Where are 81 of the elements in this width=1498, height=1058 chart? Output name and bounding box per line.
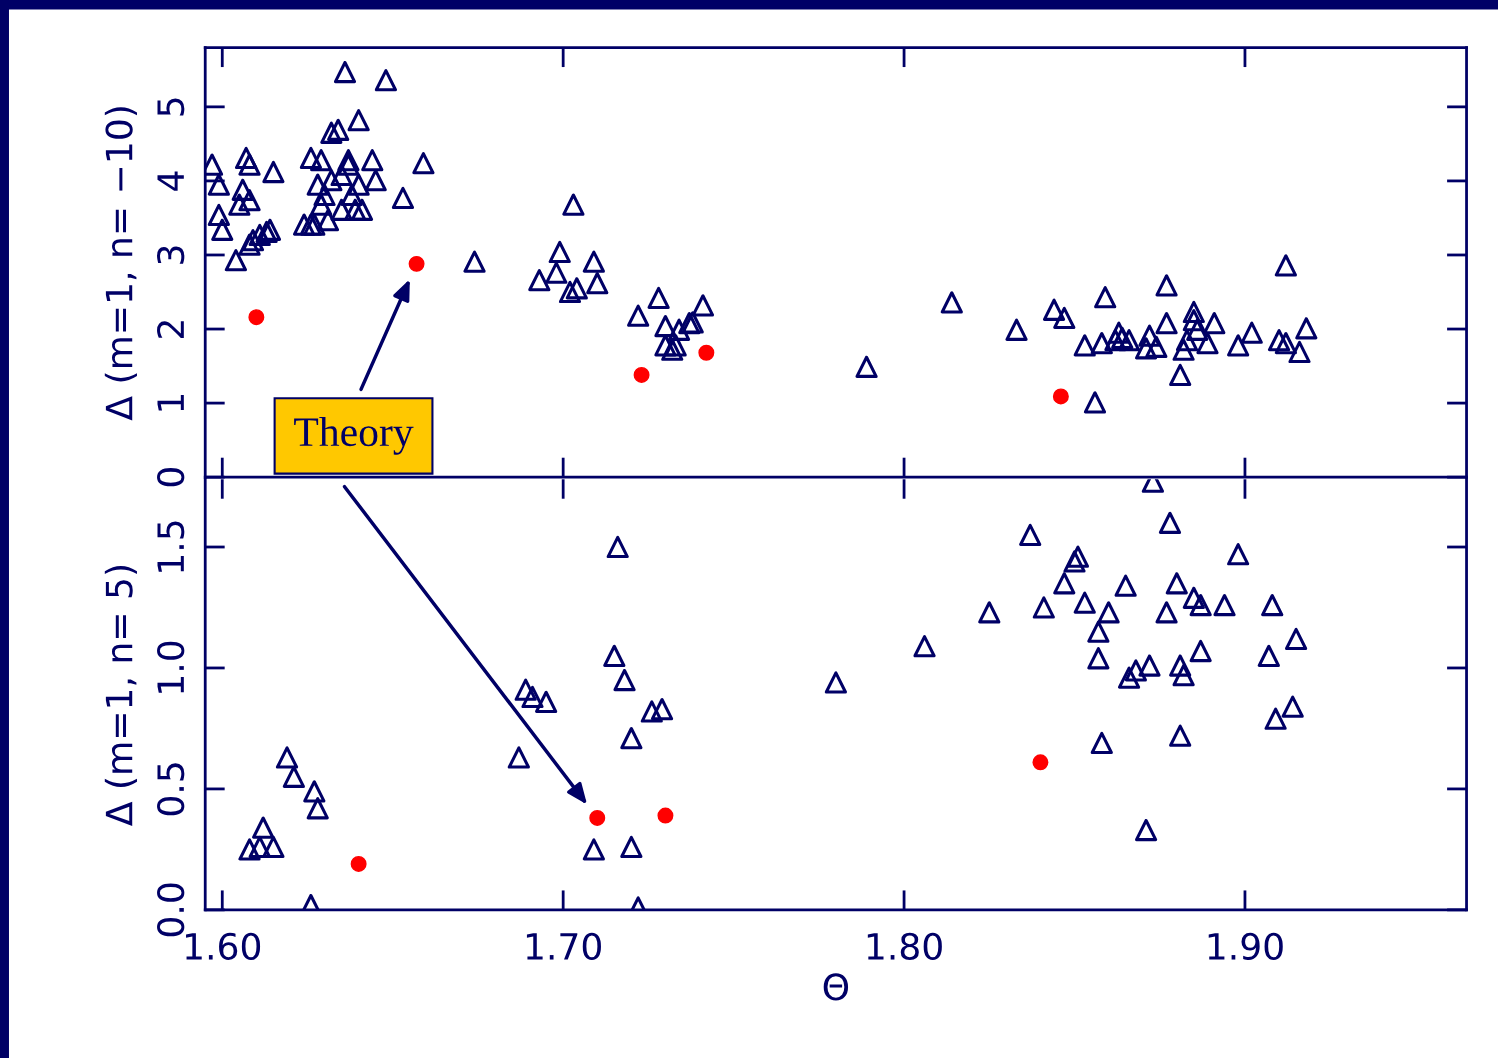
point (613, 668, 636, 692)
y-tick-label: 3 (157, 246, 185, 264)
point (633, 366, 650, 383)
y-axis-title: Δ (m=1, n= −10) (104, 107, 137, 421)
point (978, 601, 1001, 624)
point (248, 309, 265, 326)
point (824, 671, 847, 694)
x-tick-label: 1.90 (1208, 932, 1283, 961)
point (603, 644, 626, 667)
point (1261, 593, 1284, 617)
point (1189, 639, 1212, 663)
y-tick-label: 0.5 (157, 763, 185, 816)
point (1063, 550, 1086, 573)
point (582, 838, 605, 861)
x-axis-title: Θ (823, 973, 849, 1001)
point (1189, 593, 1212, 617)
point (698, 344, 715, 361)
point (657, 807, 674, 824)
point (282, 765, 305, 788)
point (913, 635, 936, 658)
point (1158, 511, 1182, 534)
point (252, 816, 275, 839)
point (1019, 523, 1042, 547)
point (1169, 654, 1192, 677)
point (1169, 724, 1192, 747)
point (262, 835, 285, 859)
point (620, 835, 643, 859)
point (1138, 654, 1161, 677)
point (589, 809, 606, 826)
point (1227, 543, 1250, 566)
point (1087, 647, 1110, 670)
point (1114, 574, 1137, 597)
point (1172, 664, 1195, 687)
y-tick-label: 1.0 (157, 641, 185, 693)
y-axis-title: Δ (m=1, n= 5) (104, 566, 137, 826)
point (408, 255, 425, 272)
point (350, 855, 367, 872)
point (521, 685, 544, 709)
point (1052, 388, 1069, 405)
point (303, 780, 326, 803)
point (1073, 591, 1096, 614)
y-tick-label: 5 (157, 98, 185, 116)
point (1032, 754, 1049, 771)
point (1066, 545, 1090, 568)
y-tick-label: 2 (157, 321, 184, 338)
x-tick-label: 1.70 (526, 932, 601, 961)
point (640, 700, 663, 723)
point (238, 838, 261, 861)
point (1053, 572, 1076, 595)
point (1264, 707, 1287, 730)
point (1117, 666, 1141, 689)
point (620, 727, 643, 750)
point (606, 535, 629, 559)
point (507, 746, 530, 769)
x-tick-label: 1.60 (186, 932, 261, 961)
y-tick-label: 0.0 (157, 883, 185, 937)
point (1097, 601, 1120, 624)
point (1182, 586, 1205, 609)
point (1281, 695, 1304, 718)
point (535, 690, 558, 713)
point (1032, 596, 1055, 619)
point (1135, 818, 1158, 842)
point (275, 746, 299, 769)
point (1087, 620, 1110, 643)
point (1155, 601, 1178, 624)
point (1124, 659, 1147, 682)
point (1284, 627, 1308, 651)
point (1165, 572, 1188, 595)
point (1090, 731, 1113, 755)
y-tick-label: 1.5 (157, 521, 185, 572)
point (514, 678, 537, 701)
x-tick-label: 1.80 (867, 932, 942, 961)
point (248, 835, 271, 859)
point (1213, 593, 1236, 617)
point (650, 697, 674, 721)
point (1257, 644, 1280, 667)
y-tick-label: 0 (157, 468, 185, 487)
y-tick-label: 4 (157, 171, 184, 191)
point (306, 797, 329, 820)
annotation: Theory (294, 416, 414, 455)
y-tick-label: 1 (157, 394, 184, 411)
